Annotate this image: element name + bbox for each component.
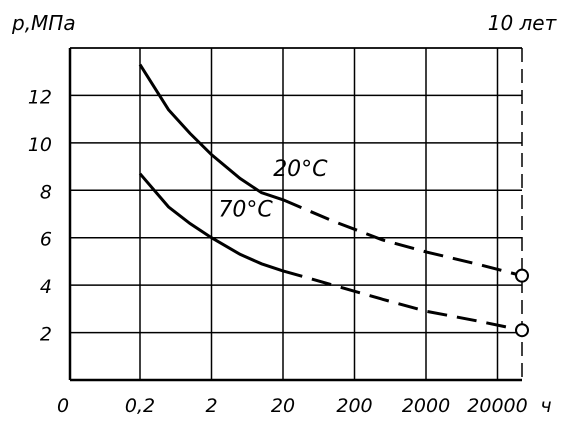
x-tick-label: 200 — [336, 395, 372, 417]
y-axis-title: p,МПа — [11, 11, 76, 35]
x-tick-label: 2000 — [402, 395, 450, 417]
series-line-solid — [138, 63, 284, 202]
y-tick-label: 6 — [40, 229, 52, 251]
y-tick-label: 4 — [40, 276, 52, 298]
x-tick-label: 20 — [271, 395, 295, 417]
x-axis-unit: ч — [540, 395, 551, 417]
y-tick-label: 12 — [28, 86, 52, 108]
series-line-solid — [138, 172, 284, 273]
x-origin-label: 0 — [57, 395, 69, 417]
grid — [70, 47, 523, 380]
axes — [68, 47, 522, 382]
labels: 2 4 6 8 10 12 0 0,2 2 20 200 2000 20000 ч p,МПа 10 лет 2… — [11, 11, 558, 417]
y-tick-label: 2 — [40, 324, 52, 346]
y-tick-label: 8 — [40, 181, 52, 203]
series-group — [138, 63, 529, 338]
marker-label: 10 лет — [488, 11, 558, 35]
series-endpoint — [515, 323, 529, 338]
series-line-dashed — [282, 269, 523, 332]
series-line-dashed — [282, 198, 523, 278]
series-label: 20°C — [273, 157, 328, 182]
series-endpoint — [515, 268, 529, 283]
x-tick-label: 0,2 — [125, 395, 155, 417]
y-tick-label: 10 — [28, 134, 52, 156]
series-label: 70°C — [218, 197, 273, 222]
x-tick-label: 20000 — [467, 395, 527, 417]
x-tick-label: 2 — [205, 395, 217, 417]
